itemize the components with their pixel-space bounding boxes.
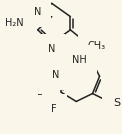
Text: N: N xyxy=(52,70,59,80)
Text: F: F xyxy=(37,94,43,104)
Text: CH₃: CH₃ xyxy=(88,41,106,51)
Text: F: F xyxy=(41,104,46,114)
Text: S: S xyxy=(113,98,120,108)
Text: F: F xyxy=(51,104,57,114)
Text: H₂N: H₂N xyxy=(5,18,23,28)
Text: N: N xyxy=(48,44,55,54)
Text: NH: NH xyxy=(72,55,87,65)
Text: N: N xyxy=(34,7,41,17)
